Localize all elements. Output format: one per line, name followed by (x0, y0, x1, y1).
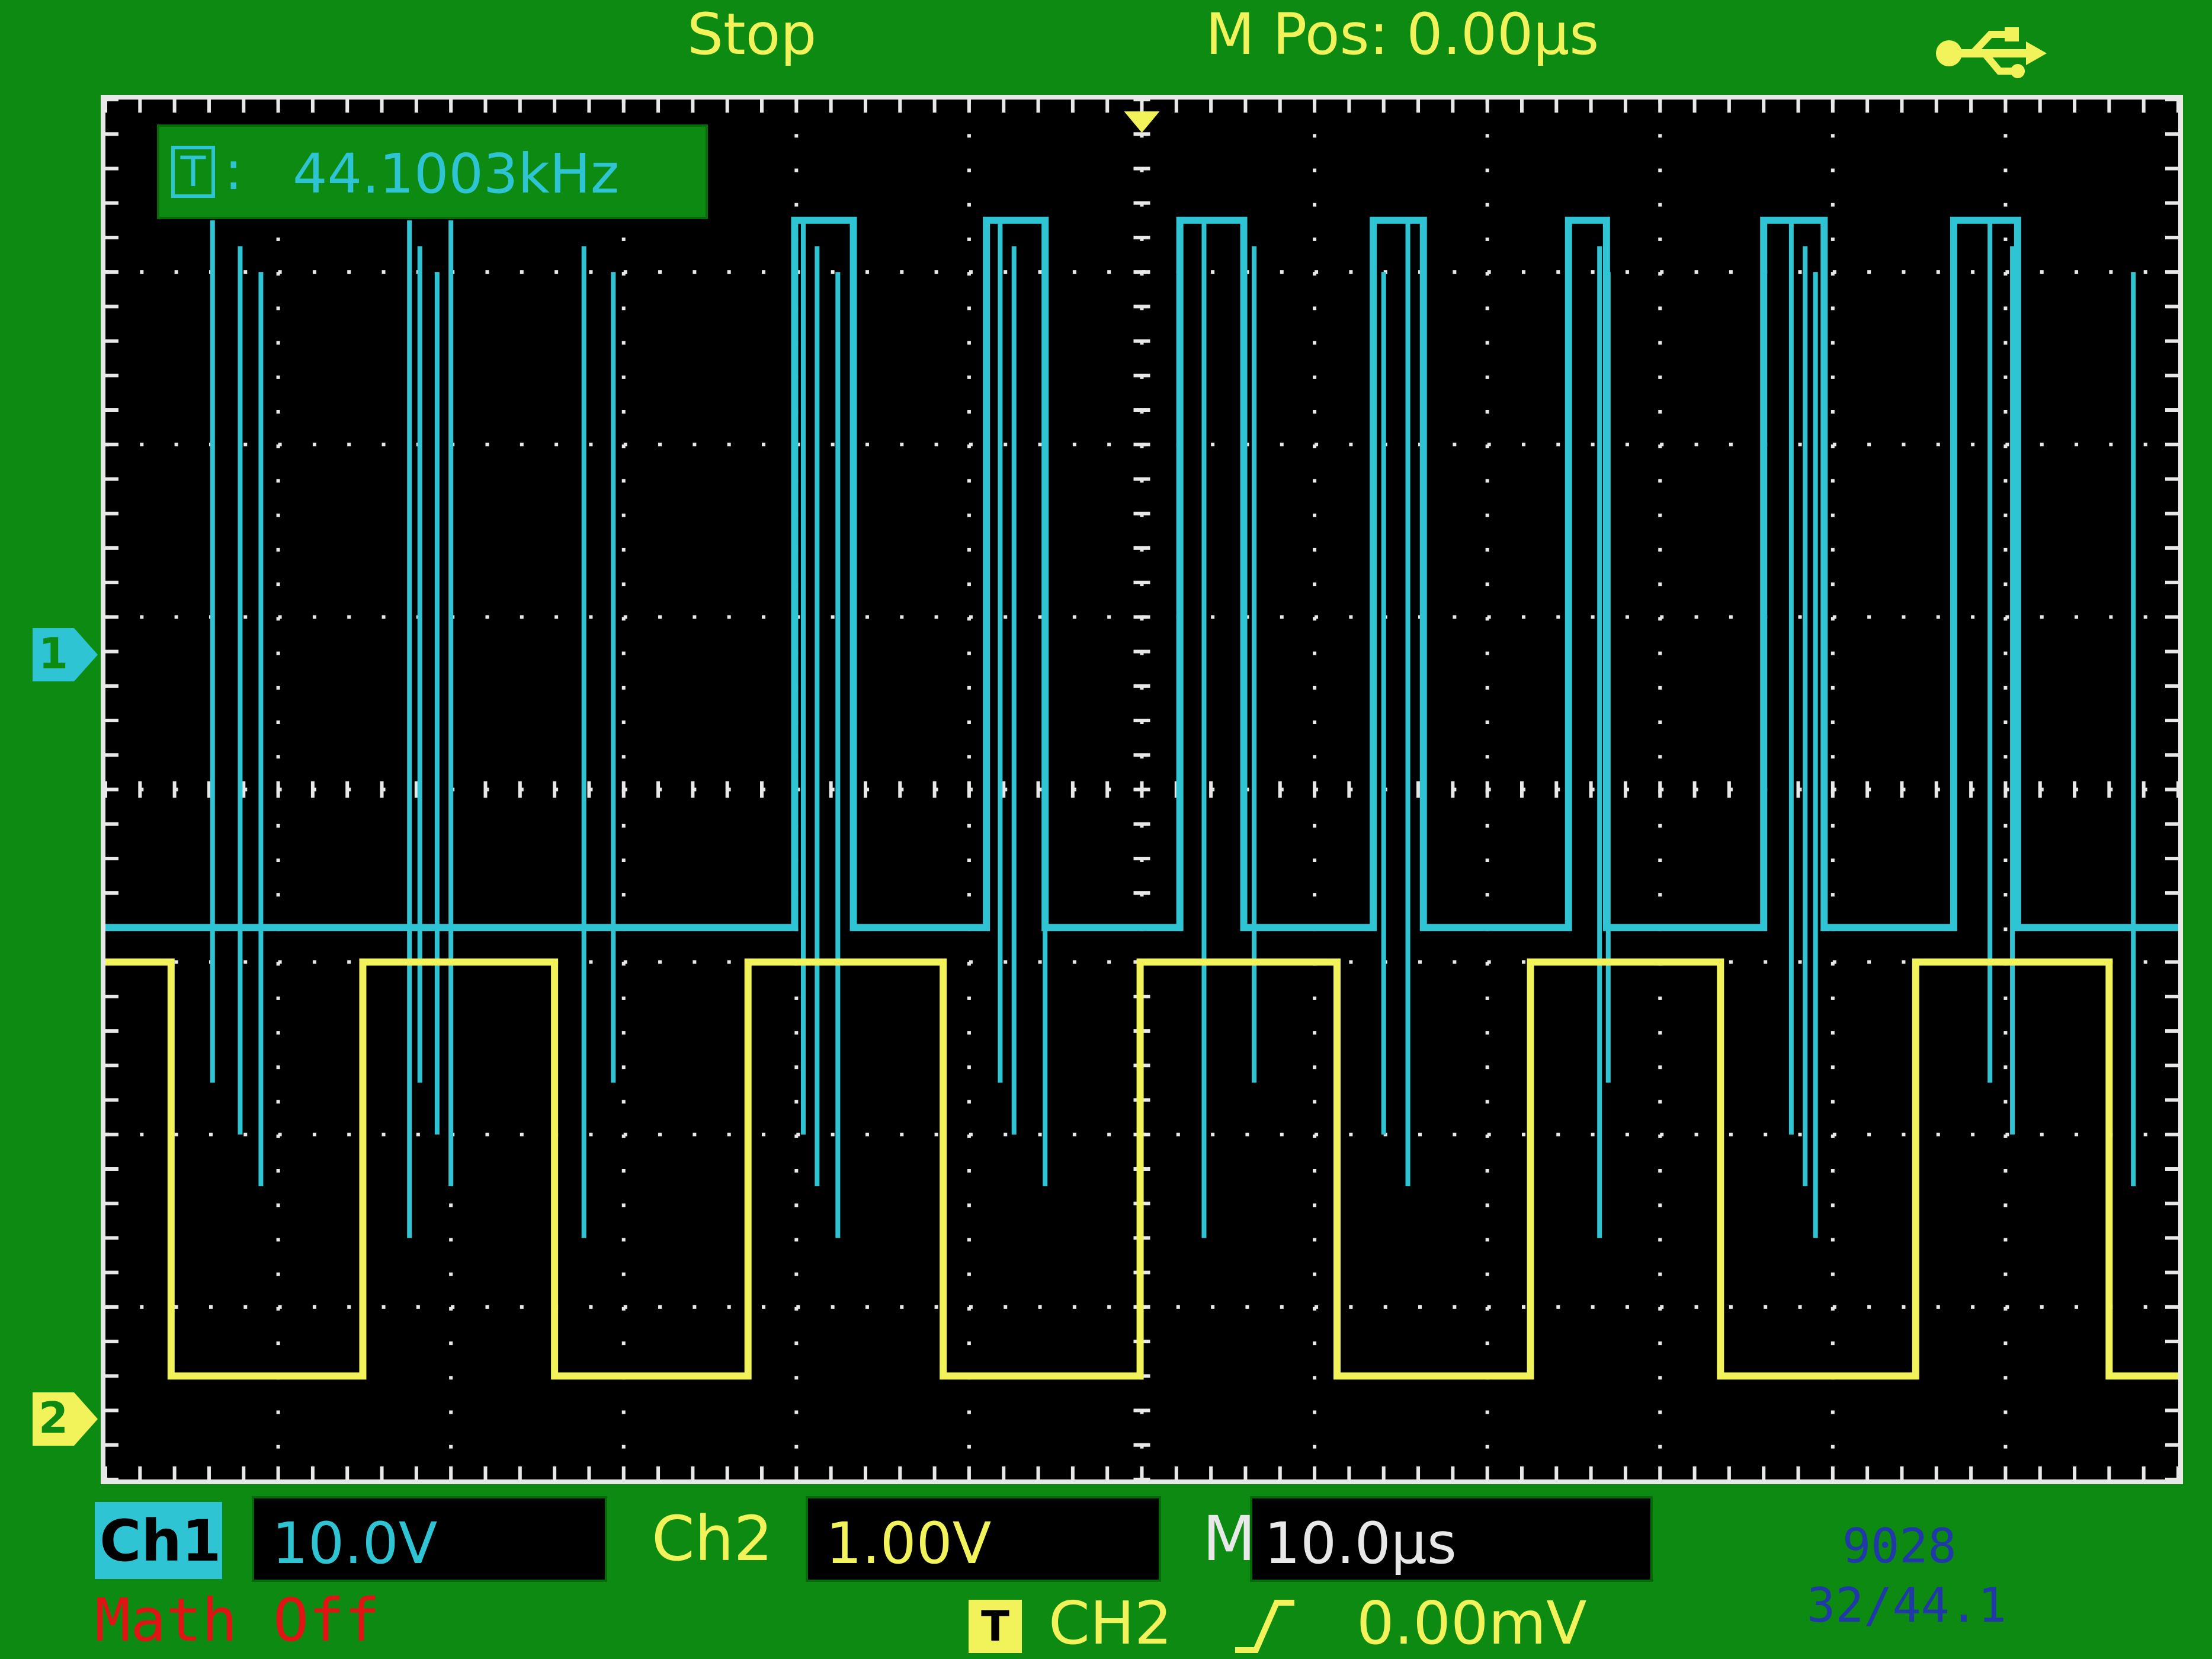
ch2-marker-label: 2 (39, 1393, 68, 1443)
trigger-position-marker (1124, 111, 1160, 133)
ch1-tag[interactable]: Ch1 (95, 1502, 222, 1579)
rising-edge-icon (1235, 1600, 1294, 1653)
timebase-box: 10.0μs (1250, 1496, 1653, 1582)
overlay-id-line2: 32/44.1 (1807, 1578, 2007, 1633)
frequency-separator: : (225, 140, 243, 202)
ch1-scale: 10.0V (272, 1510, 438, 1577)
ch1-level-marker-icon: 1 (33, 628, 98, 681)
traces (105, 216, 2178, 1380)
ch2-scale: 1.00V (826, 1510, 992, 1577)
frequency-value: 44.1003kHz (293, 142, 620, 206)
trigger-icon: T (969, 1600, 1022, 1653)
waveform-plot (104, 98, 2180, 1481)
timebase-value: 10.0μs (1264, 1510, 1457, 1577)
usb-icon (1936, 27, 2047, 78)
horizontal-position-readout: M Pos: 0.00μs (1206, 1, 1599, 68)
math-status: Math Off (95, 1586, 380, 1655)
ch2-scale-box: 1.00V (806, 1496, 1161, 1582)
ch2-trace (105, 958, 2178, 1380)
ch2-level-marker-icon: 2 (33, 1392, 98, 1446)
ch1-scale-box: 10.0V (252, 1496, 607, 1582)
trigger-source: CH2 (1049, 1588, 1172, 1658)
frequency-readout: T : 44.1003kHz (157, 124, 708, 219)
ch2-label[interactable]: Ch2 (652, 1503, 773, 1575)
trigger-frequency-icon: T (171, 146, 215, 198)
ch1-label: Ch1 (100, 1508, 222, 1574)
timebase-label: M (1203, 1503, 1256, 1575)
ch1-marker-label: 1 (39, 629, 68, 678)
acquisition-status: Stop (687, 1, 817, 68)
overlay-id-line1: 9028 (1842, 1519, 1957, 1574)
trigger-level: 0.00mV (1357, 1588, 1587, 1658)
ch1-trace (105, 216, 2178, 931)
